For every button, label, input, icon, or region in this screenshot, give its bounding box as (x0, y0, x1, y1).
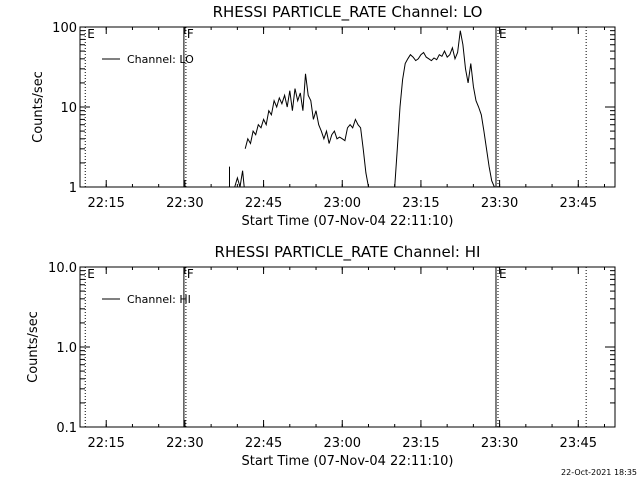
series-line (394, 30, 495, 188)
legend-label: Channel: LO (127, 53, 194, 66)
event-marker-label: F (187, 267, 194, 281)
x-tick-label: 23:45 (560, 436, 597, 451)
chart-title: RHESSI PARTICLE_RATE Channel: LO (213, 3, 483, 22)
x-tick-label: 23:15 (402, 436, 439, 451)
x-tick-label: 22:30 (166, 436, 203, 451)
event-marker-label: E (499, 267, 507, 281)
x-axis-label: Start Time (07-Nov-04 22:11:10) (242, 214, 454, 229)
legend-label: Channel: HI (127, 293, 191, 306)
event-marker-label: E (87, 27, 95, 41)
y-tick-label: 0.1 (56, 421, 77, 436)
x-tick-label: 22:15 (87, 436, 124, 451)
x-axis-label: Start Time (07-Nov-04 22:11:10) (242, 454, 454, 469)
y-tick-label: 10.0 (48, 261, 77, 276)
y-tick-label: 1 (69, 181, 77, 196)
y-tick-label: 100 (52, 21, 77, 36)
plots: RHESSI PARTICLE_RATE Channel: LO Start Ti… (26, 3, 616, 469)
event-marker-label: E (499, 27, 507, 41)
series-line (244, 73, 369, 188)
plot-frame (79, 266, 616, 428)
x-tick-label: 22:30 (166, 196, 203, 211)
x-tick-label: 23:15 (402, 196, 439, 211)
footer-date: 22-Oct-2021 18:35 (561, 468, 637, 477)
plot-frame (79, 26, 616, 188)
x-tick-label: 22:45 (245, 196, 282, 211)
x-tick-label: 23:30 (481, 436, 518, 451)
x-tick-label: 22:15 (87, 196, 124, 211)
y-tick-label: 1.0 (56, 341, 77, 356)
chart-title: RHESSI PARTICLE_RATE Channel: HI (215, 243, 481, 262)
chart-1: RHESSI PARTICLE_RATE Channel: LO Start Ti… (31, 3, 616, 229)
y-axis-label: Counts/sec (31, 71, 46, 143)
event-marker-label: E (87, 267, 95, 281)
event-marker-label: F (187, 27, 194, 41)
x-tick-label: 22:45 (245, 436, 282, 451)
y-axis-label: Counts/sec (26, 311, 41, 383)
x-tick-label: 23:00 (324, 436, 361, 451)
x-tick-label: 23:00 (324, 196, 361, 211)
chart-2: RHESSI PARTICLE_RATE Channel: HI Start Ti… (26, 243, 616, 469)
y-tick-label: 10 (60, 101, 77, 116)
x-tick-label: 23:30 (481, 196, 518, 211)
x-tick-label: 23:45 (560, 196, 597, 211)
